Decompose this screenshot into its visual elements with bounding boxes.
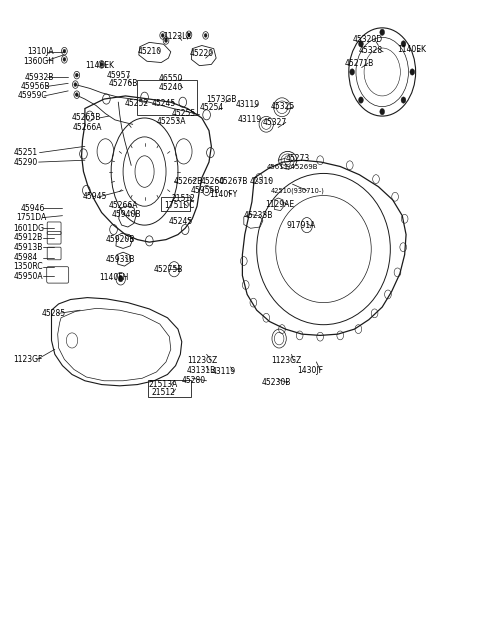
Text: 45611/45269B: 45611/45269B <box>266 164 318 170</box>
Text: 45320D: 45320D <box>352 35 382 44</box>
Text: 45950A: 45950A <box>13 272 43 280</box>
Text: 45913B: 45913B <box>13 242 43 252</box>
Text: 42510: 42510 <box>250 177 274 185</box>
Text: 1123LX: 1123LX <box>164 32 192 41</box>
Circle shape <box>188 33 191 37</box>
Text: 45240: 45240 <box>159 83 183 92</box>
Text: 45245: 45245 <box>152 99 176 108</box>
Text: 1140FY: 1140FY <box>209 191 237 199</box>
Text: 1601DG: 1601DG <box>13 224 44 233</box>
Text: 45931B: 45931B <box>106 255 135 265</box>
Circle shape <box>63 49 66 53</box>
Text: 45328: 45328 <box>359 46 383 55</box>
Circle shape <box>359 97 363 103</box>
Text: 45210: 45210 <box>137 47 162 56</box>
Circle shape <box>410 69 415 75</box>
Text: 21512: 21512 <box>152 388 176 398</box>
Text: 45255: 45255 <box>171 109 195 118</box>
Circle shape <box>204 34 207 37</box>
Text: 1140EK: 1140EK <box>397 45 427 54</box>
Circle shape <box>401 97 406 103</box>
Text: 1430JF: 1430JF <box>297 366 323 375</box>
Text: 45280: 45280 <box>182 376 206 385</box>
Circle shape <box>75 73 78 77</box>
Circle shape <box>359 41 363 47</box>
Text: 45912B: 45912B <box>13 233 43 242</box>
Text: 45276B: 45276B <box>109 79 138 88</box>
Text: 45267B: 45267B <box>218 177 248 185</box>
Text: 45245: 45245 <box>168 217 192 226</box>
Circle shape <box>350 69 355 75</box>
Text: 45327: 45327 <box>263 118 287 127</box>
Text: 21513A: 21513A <box>148 380 178 389</box>
Text: 1140FH: 1140FH <box>99 273 129 282</box>
Text: 1573GB: 1573GB <box>206 94 237 104</box>
Text: 45920B: 45920B <box>106 235 135 244</box>
Bar <box>137 80 197 115</box>
Text: 45325: 45325 <box>271 102 295 111</box>
Text: 1140EK: 1140EK <box>85 61 114 70</box>
Text: 45266A: 45266A <box>109 201 138 210</box>
Text: 45253A: 45253A <box>156 116 186 125</box>
Circle shape <box>380 29 384 35</box>
Text: 43119: 43119 <box>235 100 259 110</box>
Text: 1123GZ: 1123GZ <box>188 356 218 365</box>
Text: 1360GH: 1360GH <box>23 57 54 66</box>
Text: 45233B: 45233B <box>244 211 273 220</box>
Text: 45266A: 45266A <box>73 123 102 132</box>
Text: 45252: 45252 <box>124 99 149 108</box>
Text: 45251: 45251 <box>13 148 37 157</box>
Text: 45230B: 45230B <box>262 378 291 387</box>
Bar <box>148 380 191 397</box>
Text: 45262B: 45262B <box>173 177 203 185</box>
Text: 43119: 43119 <box>238 115 262 123</box>
Text: 1129AE: 1129AE <box>265 200 294 209</box>
Text: 45275B: 45275B <box>154 265 183 273</box>
Bar <box>161 197 190 211</box>
Text: 45940B: 45940B <box>112 210 142 219</box>
Text: 1123GF: 1123GF <box>13 355 43 364</box>
Circle shape <box>165 39 168 42</box>
Text: 46550: 46550 <box>159 74 183 83</box>
Text: 45955B: 45955B <box>191 186 220 195</box>
Text: 43119: 43119 <box>211 367 236 376</box>
Circle shape <box>118 275 123 282</box>
Text: 45946: 45946 <box>21 204 45 213</box>
Text: 1310JA: 1310JA <box>28 47 54 56</box>
Text: 45260: 45260 <box>201 177 225 185</box>
Text: 45265B: 45265B <box>72 113 101 122</box>
Text: 45254: 45254 <box>199 103 224 113</box>
Circle shape <box>100 63 103 66</box>
Text: 1350RC: 1350RC <box>13 262 43 271</box>
Text: 45285: 45285 <box>42 309 66 318</box>
Circle shape <box>75 93 78 97</box>
Text: 45956B: 45956B <box>21 82 50 91</box>
Text: 91791A: 91791A <box>287 222 316 230</box>
Text: 42510(930710-): 42510(930710-) <box>271 187 325 194</box>
Text: 21512: 21512 <box>171 194 195 203</box>
Text: 1751DA: 1751DA <box>17 213 47 222</box>
Text: 45945: 45945 <box>83 192 107 201</box>
Circle shape <box>63 58 66 61</box>
Circle shape <box>74 83 77 87</box>
Circle shape <box>161 34 164 37</box>
Text: 1751DC: 1751DC <box>165 201 195 210</box>
Text: 45220: 45220 <box>190 49 214 58</box>
Text: 45271B: 45271B <box>345 59 374 68</box>
Text: 45984: 45984 <box>13 253 37 263</box>
Circle shape <box>401 41 406 47</box>
Text: 45273: 45273 <box>285 154 310 163</box>
Text: 45290: 45290 <box>13 158 37 166</box>
Text: 45932B: 45932B <box>24 73 54 82</box>
Text: 45957: 45957 <box>107 72 131 80</box>
Circle shape <box>380 108 384 115</box>
Text: 45959C: 45959C <box>17 91 47 101</box>
Text: 1123GZ: 1123GZ <box>271 356 301 365</box>
Text: 43131B: 43131B <box>187 366 216 375</box>
